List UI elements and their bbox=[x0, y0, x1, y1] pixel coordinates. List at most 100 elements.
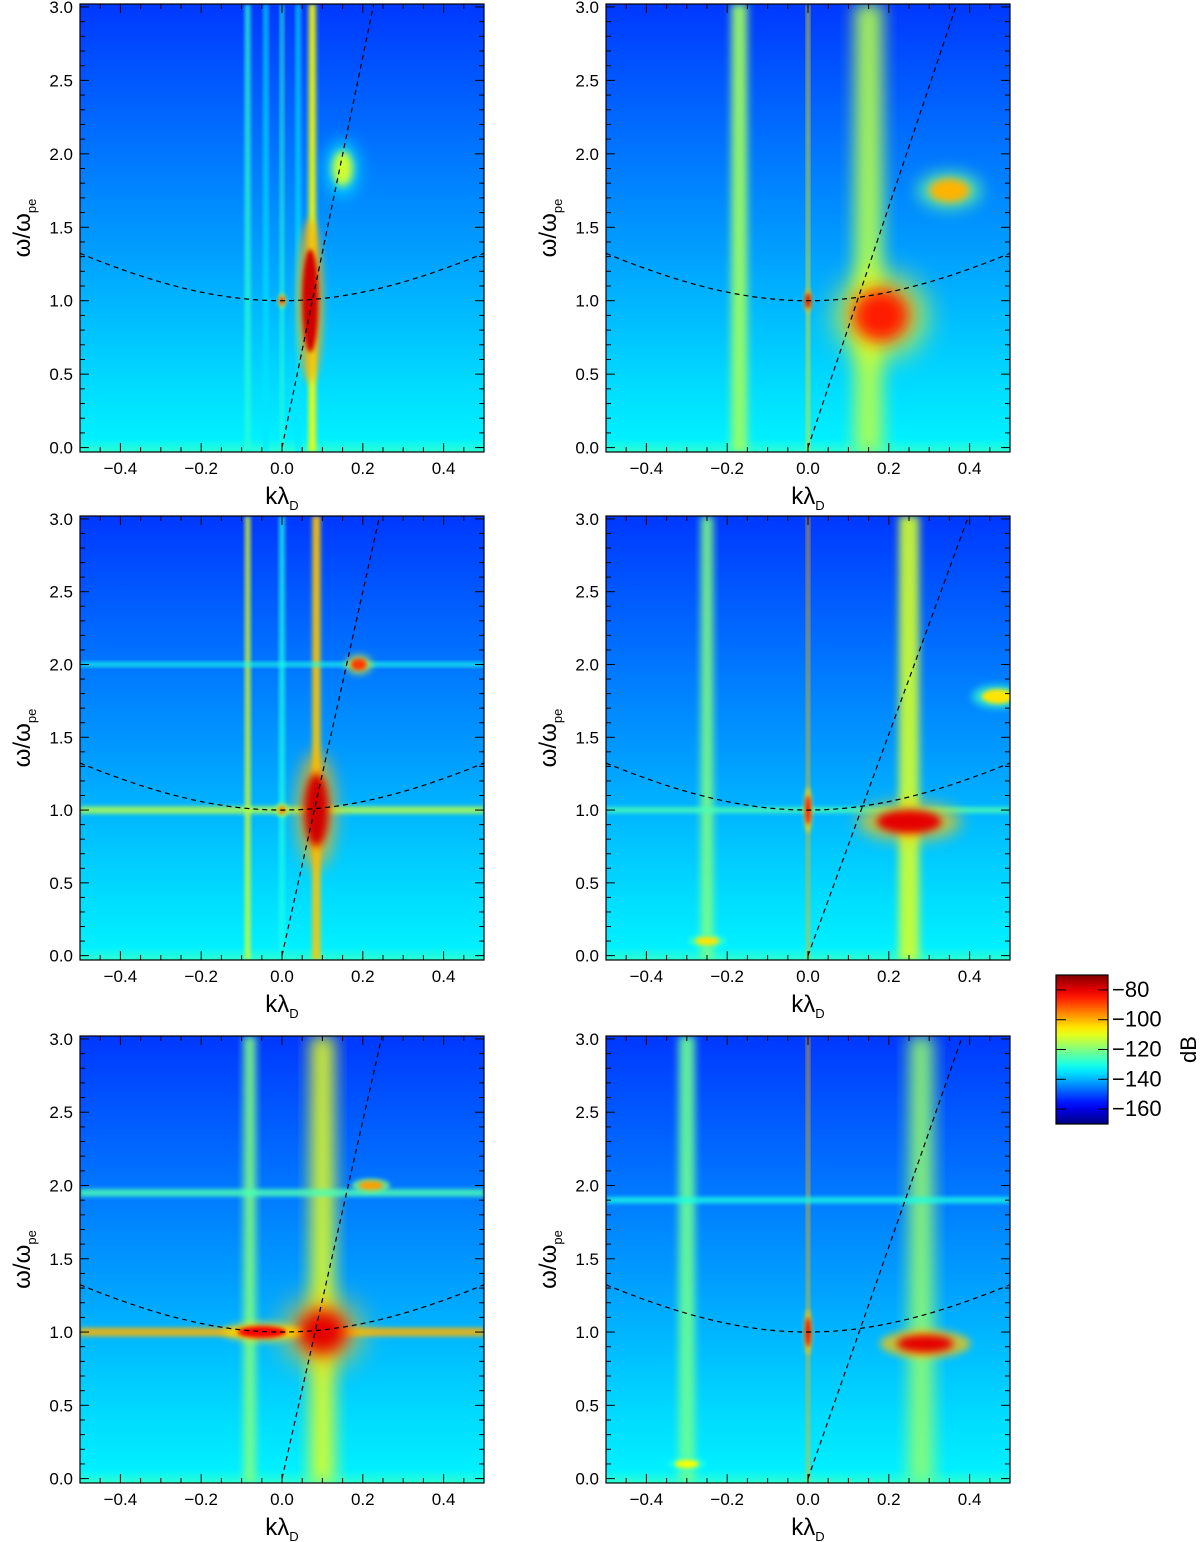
dispersion-curve bbox=[606, 762, 1010, 811]
y-tick-label: 3.0 bbox=[575, 1030, 599, 1049]
intensity-peak bbox=[350, 658, 367, 671]
intensity-peak bbox=[237, 1326, 287, 1338]
y-tick-label: 1.5 bbox=[575, 728, 599, 747]
x-tick-label: 0.4 bbox=[958, 459, 982, 478]
x-tick-label: 0.0 bbox=[270, 1490, 294, 1509]
x-tick-label: −0.4 bbox=[630, 459, 664, 478]
panel-row3-right: −0.4 −0.2 0.0 0.2 0.4 0.0 0.5 1.0 1.5 2.0 2.5 3.0 kλ… bbox=[535, 1030, 1011, 1542]
vertical-band bbox=[806, 1036, 810, 1483]
beam-line bbox=[807, 516, 970, 956]
beam-line bbox=[281, 516, 381, 956]
intensity-peak bbox=[674, 1459, 699, 1469]
panel-row1-right: −0.4 −0.2 0.0 0.2 0.4 0.0 0.5 1.0 1.5 2.0 2.5 3.0 kλ… bbox=[535, 0, 1011, 513]
y-tick-label: 1.5 bbox=[49, 218, 73, 237]
x-tick-label: −0.2 bbox=[710, 967, 744, 986]
y-tick-label: 1.5 bbox=[49, 1250, 73, 1269]
y-tick-label: 2.5 bbox=[575, 1103, 599, 1122]
dispersion-curve bbox=[606, 252, 1010, 302]
intensity-peak bbox=[981, 689, 1010, 704]
x-tick-label: 0.0 bbox=[796, 1490, 820, 1509]
x-tick-label: −0.2 bbox=[184, 1490, 218, 1509]
y-tick-label: 1.0 bbox=[575, 292, 599, 311]
y-axis-label: ω/ωpe bbox=[535, 1230, 565, 1289]
colorbar-tick-label: −80 bbox=[1112, 977, 1149, 1002]
x-tick-label: −0.4 bbox=[104, 1490, 138, 1509]
x-axis-label: kλD bbox=[265, 483, 298, 513]
heatmap-area bbox=[80, 516, 484, 960]
x-tick-label: 0.0 bbox=[270, 459, 294, 478]
y-tick-label: 1.0 bbox=[49, 1323, 73, 1342]
y-tick-label: 0.5 bbox=[49, 1396, 73, 1415]
y-tick-label: 1.0 bbox=[575, 1323, 599, 1342]
y-tick-label: 2.0 bbox=[575, 1176, 599, 1195]
y-tick-label: 0.0 bbox=[575, 947, 599, 966]
vertical-band bbox=[310, 1036, 335, 1483]
y-tick-label: 2.0 bbox=[49, 655, 73, 674]
vertical-band bbox=[243, 1036, 256, 1483]
y-tick-label: 2.5 bbox=[575, 583, 599, 602]
x-tick-label: −0.2 bbox=[184, 967, 218, 986]
y-tick-label: 2.5 bbox=[49, 71, 73, 90]
x-tick-label: −0.4 bbox=[104, 967, 138, 986]
heatmap-area bbox=[80, 1036, 484, 1483]
x-tick-label: 0.4 bbox=[432, 459, 456, 478]
intensity-peak bbox=[304, 773, 329, 847]
y-tick-label: 3.0 bbox=[575, 510, 599, 529]
vertical-band bbox=[296, 4, 301, 452]
x-tick-label: 0.2 bbox=[351, 1490, 375, 1509]
vertical-band bbox=[806, 4, 810, 452]
heatmap-area bbox=[606, 516, 1010, 960]
panel-row3-left: −0.4 −0.2 0.0 0.2 0.4 0.0 0.5 1.0 1.5 2.0 2.5 3.0 kλ… bbox=[9, 1030, 485, 1542]
y-tick-label: 1.5 bbox=[575, 218, 599, 237]
x-tick-label: −0.2 bbox=[710, 459, 744, 478]
intensity-peak bbox=[298, 1310, 347, 1355]
colorbar-tick-label: −100 bbox=[1112, 1007, 1162, 1032]
dispersion-curve bbox=[80, 1284, 484, 1333]
y-axis-label: ω/ωpe bbox=[9, 1230, 39, 1289]
horizontal-band bbox=[80, 662, 484, 667]
x-tick-label: 0.2 bbox=[351, 967, 375, 986]
y-tick-label: 0.0 bbox=[49, 439, 73, 458]
vertical-band bbox=[854, 4, 883, 452]
heatmap-area bbox=[606, 1036, 1010, 1483]
y-tick-label: 1.0 bbox=[49, 292, 73, 311]
vertical-band bbox=[678, 1036, 695, 1483]
y-tick-label: 2.0 bbox=[49, 145, 73, 164]
vertical-band bbox=[279, 516, 285, 960]
x-axis-label: kλD bbox=[265, 991, 298, 1021]
x-tick-label: −0.4 bbox=[104, 459, 138, 478]
x-tick-label: 0.4 bbox=[432, 967, 456, 986]
x-axis-label: kλD bbox=[791, 991, 824, 1021]
y-tick-label: 0.5 bbox=[49, 365, 73, 384]
y-tick-label: 1.5 bbox=[49, 728, 73, 747]
x-tick-label: −0.2 bbox=[710, 1490, 744, 1509]
y-tick-label: 1.0 bbox=[49, 801, 73, 820]
y-tick-label: 0.5 bbox=[575, 365, 599, 384]
intensity-peak bbox=[358, 1181, 383, 1190]
dispersion-curve bbox=[80, 762, 484, 811]
x-tick-label: 0.4 bbox=[958, 1490, 982, 1509]
y-tick-label: 2.0 bbox=[49, 1176, 73, 1195]
y-tick-label: 0.0 bbox=[575, 439, 599, 458]
y-tick-label: 2.5 bbox=[575, 71, 599, 90]
y-tick-label: 2.5 bbox=[49, 1103, 73, 1122]
intensity-peak bbox=[896, 1334, 954, 1353]
x-tick-label: 0.2 bbox=[877, 967, 901, 986]
beam-line bbox=[807, 1036, 964, 1479]
y-tick-label: 2.0 bbox=[575, 145, 599, 164]
vertical-band bbox=[280, 4, 284, 452]
vertical-band bbox=[700, 516, 714, 960]
y-tick-label: 3.0 bbox=[49, 0, 73, 17]
x-tick-label: 0.4 bbox=[432, 1490, 456, 1509]
x-tick-label: −0.4 bbox=[630, 1490, 664, 1509]
y-tick-label: 3.0 bbox=[575, 0, 599, 17]
heatmap-background bbox=[80, 1036, 484, 1483]
y-axis-label: ω/ωpe bbox=[535, 709, 565, 768]
panel-row2-right: −0.4 −0.2 0.0 0.2 0.4 0.0 0.5 1.0 1.5 2.0 2.5 3.0 kλ… bbox=[535, 510, 1011, 1021]
x-tick-label: 0.0 bbox=[796, 459, 820, 478]
vertical-band bbox=[263, 4, 268, 452]
horizontal-band bbox=[80, 1189, 484, 1197]
x-tick-label: 0.2 bbox=[877, 1490, 901, 1509]
y-tick-label: 0.0 bbox=[49, 947, 73, 966]
x-axis-label: kλD bbox=[791, 483, 824, 513]
